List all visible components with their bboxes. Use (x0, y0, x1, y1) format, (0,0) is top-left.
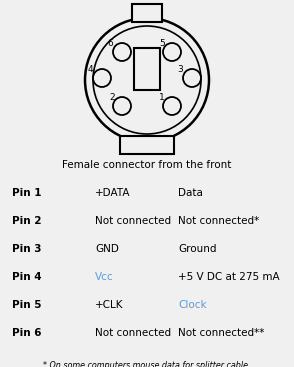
Bar (120, 136, 174, 154)
Text: +CLK: +CLK (95, 300, 123, 310)
Text: Pin 6: Pin 6 (12, 328, 41, 338)
Circle shape (113, 97, 131, 115)
Bar (132, 4, 162, 22)
Text: +DATA: +DATA (95, 188, 131, 198)
Circle shape (163, 43, 181, 61)
Circle shape (163, 97, 181, 115)
Text: * On some computers mouse data for splitter cable.: * On some computers mouse data for split… (43, 360, 251, 367)
Text: 5: 5 (159, 39, 165, 47)
Bar (132, 4, 162, 22)
Text: Vcc: Vcc (95, 272, 113, 282)
Circle shape (113, 43, 131, 61)
Text: Clock: Clock (178, 300, 207, 310)
Text: Pin 1: Pin 1 (12, 188, 41, 198)
Text: Not connected: Not connected (95, 328, 171, 338)
Bar (120, 136, 174, 154)
Text: 2: 2 (109, 92, 115, 102)
Text: Pin 5: Pin 5 (12, 300, 41, 310)
Circle shape (183, 69, 201, 87)
Text: Pin 4: Pin 4 (12, 272, 42, 282)
Text: 6: 6 (107, 39, 113, 47)
Bar (134, 48, 160, 90)
Text: 1: 1 (159, 92, 165, 102)
Text: Female connector from the front: Female connector from the front (62, 160, 232, 170)
Text: Ground: Ground (178, 244, 216, 254)
Text: Data: Data (178, 188, 203, 198)
Text: GND: GND (95, 244, 119, 254)
Circle shape (93, 69, 111, 87)
Text: +5 V DC at 275 mA: +5 V DC at 275 mA (178, 272, 280, 282)
Text: 3: 3 (177, 65, 183, 75)
Text: Pin 2: Pin 2 (12, 216, 41, 226)
Text: 4: 4 (87, 65, 93, 75)
Text: Not connected: Not connected (95, 216, 171, 226)
Text: Not connected**: Not connected** (178, 328, 264, 338)
Text: Not connected*: Not connected* (178, 216, 259, 226)
Text: Pin 3: Pin 3 (12, 244, 41, 254)
